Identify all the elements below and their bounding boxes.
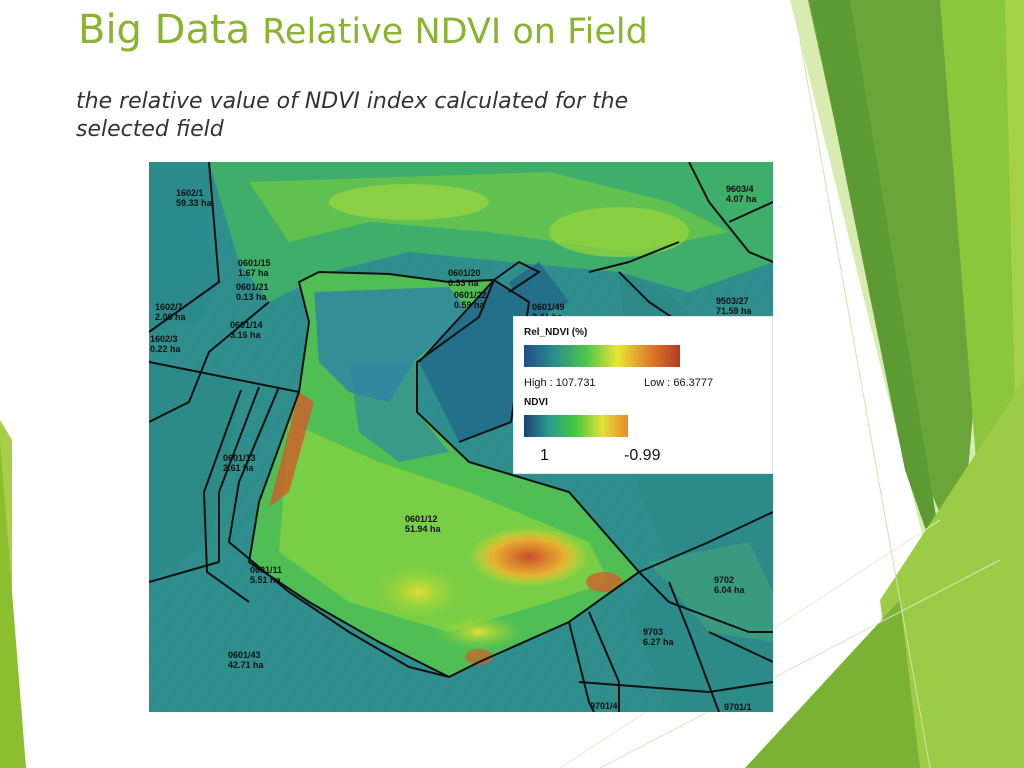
slide-subtitle: the relative value of NDVI index calcula… <box>76 89 629 142</box>
legend-high-label: High : 107.731 <box>524 377 596 389</box>
plot-label: 1602/7 2.06 ha <box>155 302 186 322</box>
plot-label: 9702 6.04 ha <box>714 575 745 595</box>
plot-label: 9701/1 <box>724 702 752 712</box>
plot-label: 9701/4 <box>590 701 618 711</box>
ndvi-high-value: 1 <box>540 447 549 464</box>
plot-label: 0601/11 5.51 ha <box>250 565 283 585</box>
plot-label: 0601/12 51.94 ha <box>405 514 441 534</box>
plot-label: 0601/15 1.67 ha <box>238 258 271 278</box>
plot-label: 0601/20 0.33 ha <box>448 268 481 288</box>
plot-label: 9603/4 4.07 ha <box>726 184 757 204</box>
plot-label: 1602/1 59.33 ha <box>176 188 212 208</box>
legend-ndvi-title: NDVI <box>524 397 548 408</box>
plot-label: 9503/27 71.59 ha <box>716 296 752 316</box>
rel-ndvi-color-ramp <box>524 345 680 367</box>
plot-label: 0601/14 3.16 ha <box>230 320 263 340</box>
ndvi-color-ramp <box>524 415 628 437</box>
title-rest: Relative NDVI on Field <box>262 12 648 52</box>
plot-label: 0601/13 2.61 ha <box>223 453 256 473</box>
plot-label: 0601/43 42.71 ha <box>228 650 264 670</box>
plot-label: 0601/21 0.13 ha <box>236 282 269 302</box>
plot-label: 9703 6.27 ha <box>643 627 674 647</box>
ndvi-low-value: -0.99 <box>624 447 661 464</box>
title-main: Big Data <box>78 7 251 53</box>
plot-label: 1602/3 0.22 ha <box>150 334 181 354</box>
plot-label: 0601/22 0.59 ha <box>454 290 487 310</box>
legend-rel-title: Rel_NDVI (%) <box>524 327 588 338</box>
slide-title: Big Data Relative NDVI on Field <box>78 6 648 54</box>
legend-low-label: Low : 66.3777 <box>644 377 714 389</box>
ndvi-legend: Rel_NDVI (%) High : 107.731 Low : 66.377… <box>513 316 773 474</box>
